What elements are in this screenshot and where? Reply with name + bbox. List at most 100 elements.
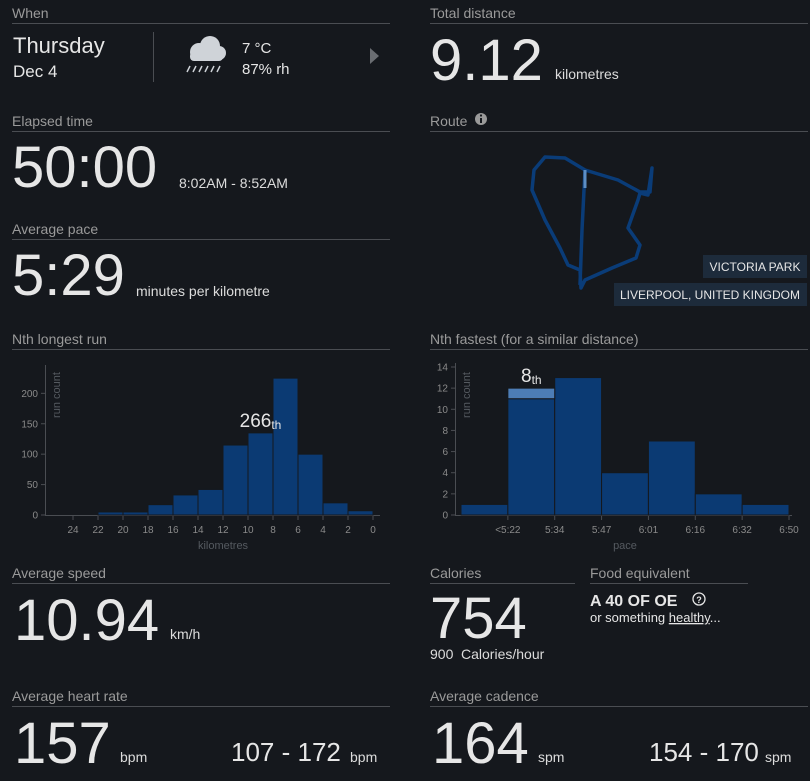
annotation-value: 266 [240,411,272,432]
pace: 5:29 [12,243,125,308]
annotation-suffix: th [271,418,281,432]
x-tick-label: 16 [167,525,179,536]
x-tick-label: 14 [192,525,204,536]
bar [197,488,224,516]
bar [460,503,509,516]
bar [97,511,124,516]
bar [347,510,374,516]
y-tick-label: 0 [442,511,448,522]
y-tick-label: 10 [437,405,449,416]
header: Food equivalent [590,565,690,581]
y-tick-label: 14 [437,363,449,374]
city-label: LIVERPOOL, UNITED KINGDOM [620,288,800,302]
annotation-suffix: th [532,373,542,387]
x-tick-label: 12 [217,525,229,536]
x-tick-label: <5:22 [495,525,521,536]
annotation: 8th [521,366,542,387]
bar [694,493,743,516]
heart-rate-range: 107 - 172 [231,737,341,767]
x-tick-label: 0 [370,525,376,536]
x-tick-label: 8 [270,525,276,536]
time-range: 8:02AM - 8:52AM [179,175,288,191]
x-axis-label: pace [613,540,637,552]
header: Nth longest run [12,331,107,347]
x-tick-label: 6:16 [686,525,706,536]
next-arrow[interactable] [370,48,379,64]
y-tick-label: 50 [27,480,39,491]
histogram-fastest: 0 2 4 6 8 10 12 14 run count pace <5:22 5:34 5:47 6:0… [437,363,799,553]
x-tick-label: 4 [320,525,326,536]
weather-icon [186,36,226,73]
x-tick-label: 24 [67,525,79,536]
elapsed-time: 50:00 [12,135,157,200]
place-label: VICTORIA PARK [710,260,801,274]
annotation-value: 8 [521,366,532,387]
header: Average pace [12,221,98,237]
x-tick-label: 18 [142,525,154,536]
bar [172,494,199,516]
humidity: 87% rh [242,61,290,78]
help-icon[interactable]: ? [692,592,706,606]
speed-unit: km/h [170,626,200,642]
speed: 10.94 [14,588,159,653]
bar [601,472,649,516]
calories: 754 [430,586,527,651]
cadence-unit: spm [538,749,564,765]
food-prefix: or something [590,610,665,625]
calories-per-hour-unit: Calories/hour [461,646,545,662]
x-tick-label: 5:47 [592,525,612,536]
info-icon[interactable] [475,113,487,125]
day: Thursday [13,33,105,58]
route-path [530,155,654,290]
x-axis-label: kilometres [198,540,249,552]
header: Average heart rate [12,688,128,704]
y-tick-label: 12 [437,384,449,395]
calories-per-hour: 900 [430,646,454,662]
x-tick-label: 10 [242,525,254,536]
label-box [703,255,807,278]
bar [647,440,696,516]
y-tick-label: 8 [442,426,448,437]
svg-text:?: ? [696,595,702,605]
bar [247,432,274,516]
y-tick-label: 200 [21,389,38,400]
distance: 9.12 [430,28,543,93]
x-tick-label: 2 [345,525,351,536]
x-tick-label: 22 [92,525,104,536]
heart-rate: 157 [14,711,111,776]
x-tick-label: 20 [117,525,129,536]
bar [554,377,603,516]
food-item: A 40 OF OE [590,593,678,610]
y-axis-label: run count [51,372,63,418]
bar [322,502,349,516]
food-suffix: ... [710,610,721,625]
bar [222,444,249,516]
header: Total distance [430,5,516,21]
annotation: 266th [240,411,282,432]
x-tick-label: 6 [295,525,301,536]
cadence-range-unit: spm [765,749,791,765]
label-box [614,283,807,306]
bar [147,504,174,516]
header: Nth fastest (for a similar distance) [430,331,639,347]
header: When [12,5,49,21]
x-tick-label: 6:50 [779,525,799,536]
date: Dec 4 [13,62,57,81]
highlight-bar [507,387,556,400]
cadence-range: 154 - 170 [649,737,759,767]
bar [507,398,556,516]
bar [297,453,324,516]
y-tick-label: 4 [442,468,448,479]
bar [122,511,149,516]
y-tick-label: 6 [442,447,448,458]
header: Elapsed time [12,113,93,129]
food-link[interactable]: healthy [669,610,711,625]
bar [272,377,299,516]
header: Route [430,113,468,129]
distance-unit: kilometres [555,66,619,82]
header: Calories [430,565,481,581]
x-tick-label: 6:01 [639,525,659,536]
